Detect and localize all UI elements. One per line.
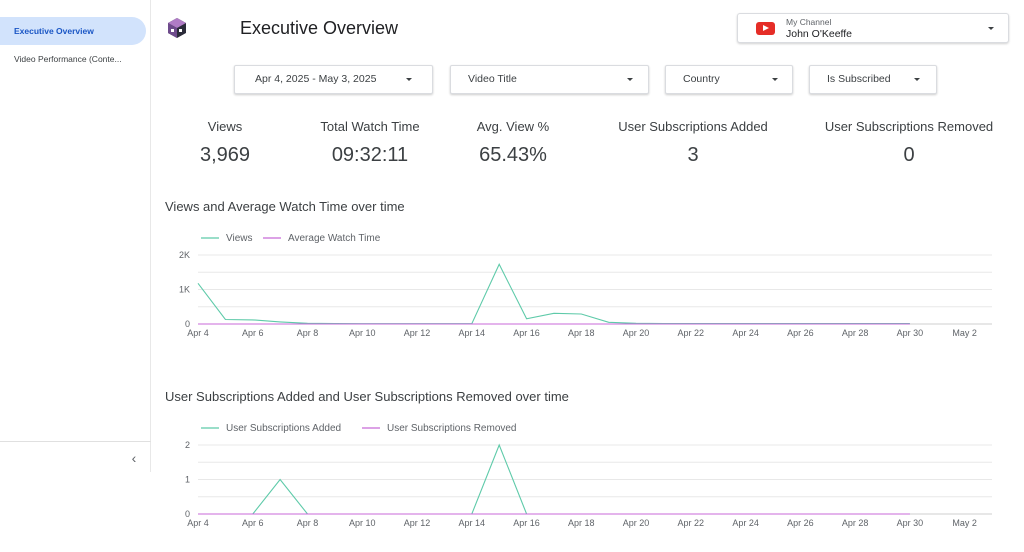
channel-label: My Channel — [786, 17, 832, 27]
x-tick-label: May 2 — [952, 328, 977, 338]
x-tick-label: Apr 22 — [678, 328, 705, 338]
kpi-label: Total Watch Time — [320, 119, 420, 134]
sidebar-divider — [0, 441, 151, 442]
views-watch-time-chart: Views Average Watch Time 0 1K 2K Apr 4 Apr 6 Ap… — [179, 233, 992, 338]
chevron-down-icon — [988, 27, 994, 30]
y-tick-label: 2K — [179, 250, 190, 260]
y-tick-label: 0 — [185, 319, 190, 329]
sidebar: Executive Overview Video Performance (Co… — [0, 0, 151, 472]
chart-title: Views and Average Watch Time over time — [165, 199, 405, 214]
x-tick-label: Apr 20 — [623, 328, 650, 338]
subscriptions-chart: User Subscriptions Added User Subscriptio… — [185, 423, 992, 528]
date-range-filter[interactable]: Apr 4, 2025 - May 3, 2025 — [234, 65, 433, 94]
kpi-value: 0 — [903, 144, 915, 166]
kpi-subscriptions-removed: User Subscriptions Removed 0 — [808, 119, 1010, 167]
x-tick-label: Apr 14 — [459, 328, 486, 338]
page-title: Executive Overview — [240, 18, 399, 38]
x-tick-label: Apr 28 — [842, 518, 869, 528]
country-filter[interactable]: Country — [665, 65, 793, 94]
x-tick-label: Apr 10 — [349, 328, 376, 338]
x-tick-label: Apr 14 — [459, 518, 486, 528]
kpi-value: 3,969 — [199, 144, 251, 166]
legend-label: Average Watch Time — [288, 233, 381, 244]
x-tick-label: Apr 26 — [787, 518, 814, 528]
y-tick-label: 1K — [179, 285, 190, 295]
kpi-avg-view-percent: Avg. View % 65.43% — [453, 119, 573, 167]
chevron-down-icon — [914, 78, 920, 81]
y-tick-label: 0 — [185, 509, 190, 519]
chevron-down-icon — [772, 78, 778, 81]
x-tick-label: Apr 6 — [242, 518, 264, 528]
x-tick-label: Apr 26 — [787, 328, 814, 338]
x-tick-label: Apr 16 — [513, 328, 540, 338]
series-line — [197, 263, 910, 325]
legend-label: User Subscriptions Added — [226, 423, 341, 434]
y-tick-label: 1 — [185, 475, 190, 485]
x-tick-label: Apr 30 — [897, 518, 924, 528]
kpi-value: 65.43% — [479, 144, 547, 166]
x-tick-label: Apr 16 — [513, 518, 540, 528]
kpi-subscriptions-added: User Subscriptions Added 3 — [598, 119, 788, 167]
x-tick-label: May 2 — [952, 518, 977, 528]
report-logo-icon — [168, 18, 186, 38]
x-tick-label: Apr 28 — [842, 328, 869, 338]
x-tick-label: Apr 4 — [187, 328, 209, 338]
kpi-label: Views — [207, 119, 243, 134]
country-label: Country — [683, 73, 720, 85]
x-tick-label: Apr 6 — [242, 328, 264, 338]
legend-label: User Subscriptions Removed — [387, 423, 517, 434]
sidebar-item-executive-overview[interactable]: Executive Overview — [0, 17, 146, 45]
y-tick-label: 2 — [185, 440, 190, 450]
x-tick-label: Apr 8 — [297, 328, 319, 338]
video-title-label: Video Title — [468, 73, 517, 85]
kpi-value: 3 — [687, 144, 699, 166]
kpi-views: Views 3,969 — [165, 119, 285, 167]
channel-name: John O'Keeffe — [786, 28, 853, 40]
video-title-filter[interactable]: Video Title — [450, 65, 649, 94]
collapse-sidebar-icon[interactable]: ‹ — [131, 450, 137, 466]
x-tick-label: Apr 10 — [349, 518, 376, 528]
sidebar-item-video-performance[interactable]: Video Performance (Conte... — [14, 54, 122, 64]
chart-title: User Subscriptions Added and User Subscr… — [165, 389, 569, 404]
x-tick-label: Apr 12 — [404, 518, 431, 528]
is-subscribed-label: Is Subscribed — [827, 73, 891, 85]
youtube-icon — [756, 22, 775, 35]
x-tick-label: Apr 12 — [404, 328, 431, 338]
kpi-total-watch-time: Total Watch Time 09:32:11 — [300, 119, 440, 167]
chevron-down-icon — [627, 78, 633, 81]
chevron-down-icon — [406, 78, 412, 81]
date-range-label: Apr 4, 2025 - May 3, 2025 — [255, 73, 377, 85]
x-tick-label: Apr 30 — [897, 328, 924, 338]
channel-selector[interactable]: My Channel John O'Keeffe — [737, 13, 1009, 43]
kpi-value: 09:32:11 — [331, 144, 409, 166]
legend-label: Views — [226, 233, 253, 244]
x-tick-label: Apr 22 — [678, 518, 705, 528]
x-tick-label: Apr 24 — [732, 518, 759, 528]
kpi-label: Avg. View % — [476, 119, 550, 134]
x-tick-label: Apr 18 — [568, 518, 595, 528]
x-tick-label: Apr 20 — [623, 518, 650, 528]
kpi-label: User Subscriptions Added — [618, 119, 768, 134]
x-tick-label: Apr 8 — [297, 518, 319, 528]
x-tick-label: Apr 24 — [732, 328, 759, 338]
x-tick-label: Apr 4 — [187, 518, 209, 528]
x-tick-label: Apr 18 — [568, 328, 595, 338]
is-subscribed-filter[interactable]: Is Subscribed — [809, 65, 937, 94]
kpi-label: User Subscriptions Removed — [824, 119, 994, 134]
